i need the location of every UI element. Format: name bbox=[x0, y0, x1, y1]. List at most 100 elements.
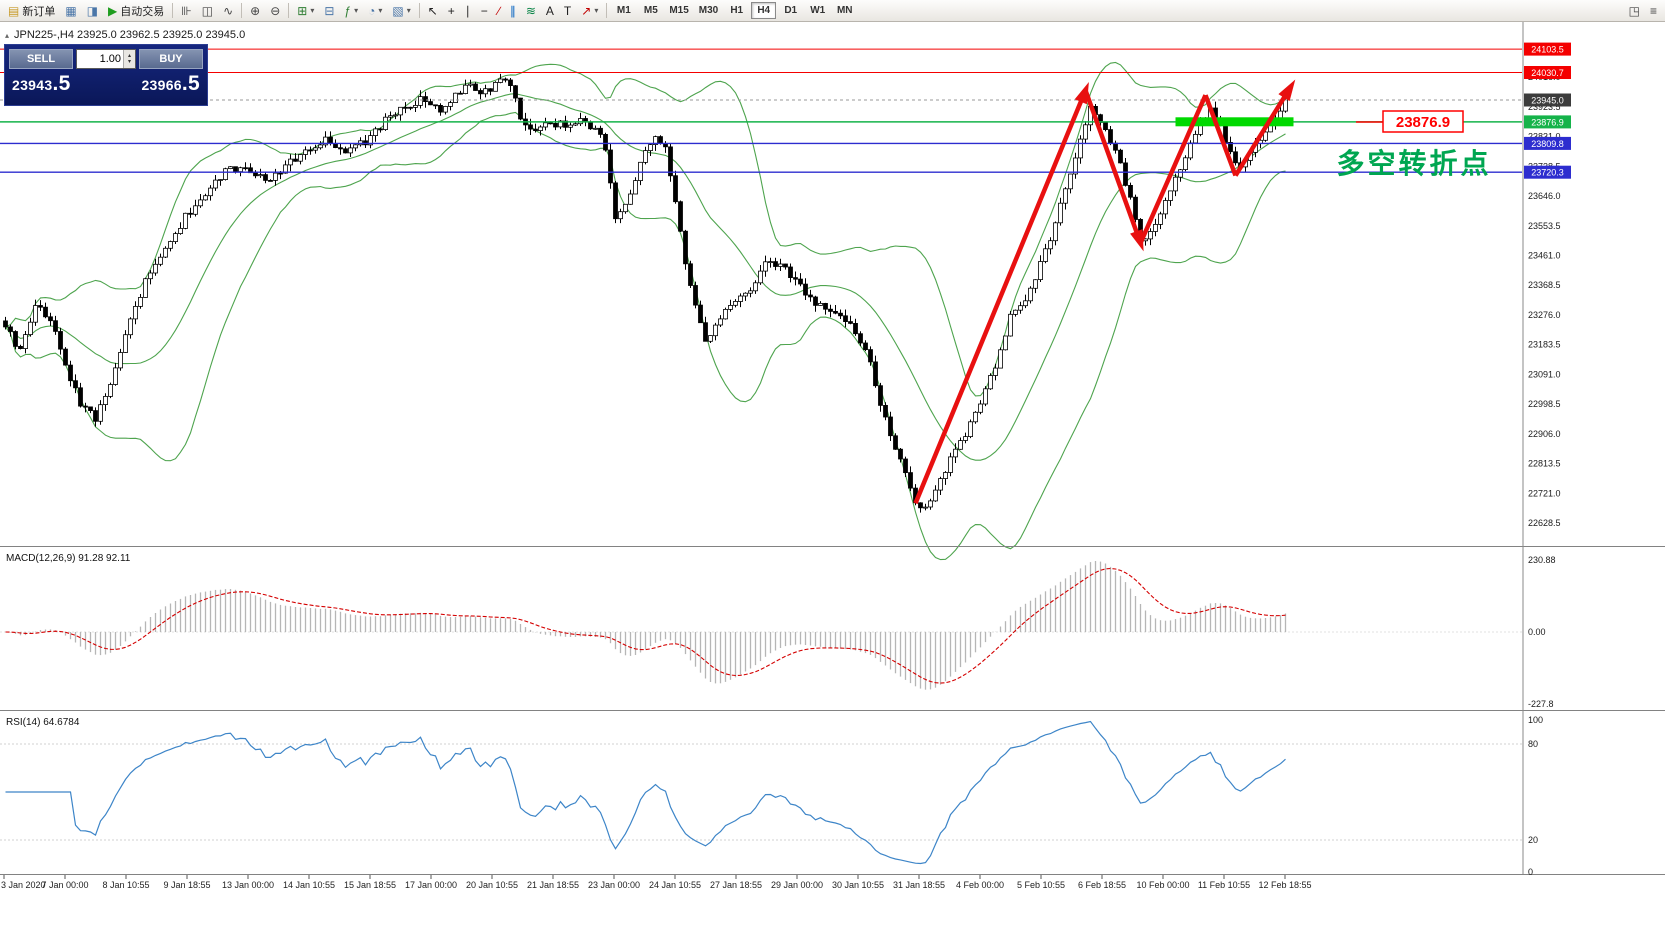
time-tick-label: 30 Jan 10:55 bbox=[832, 880, 884, 890]
bar-chart-type-button[interactable]: ⊪ bbox=[176, 1, 196, 20]
buy-button[interactable]: BUY bbox=[139, 49, 203, 69]
sell-button[interactable]: SELL bbox=[9, 49, 73, 69]
zoom-in-button[interactable]: ⊕ bbox=[245, 1, 265, 20]
zoom-in-icon: ⊕ bbox=[250, 3, 261, 18]
time-tick-label: 10 Feb 00:00 bbox=[1136, 880, 1189, 890]
rsi-scale-label: 20 bbox=[1528, 835, 1538, 845]
arrowhead-icon bbox=[1278, 79, 1296, 102]
trend-arrow-segment[interactable] bbox=[1203, 94, 1238, 177]
menu-button[interactable]: ≡ bbox=[1645, 1, 1662, 20]
timeframe-h1-button[interactable]: H1 bbox=[724, 2, 749, 19]
autotrade-button[interactable]: ▶ 自动交易 bbox=[103, 1, 169, 20]
periods-button[interactable]: ◔ ▾ bbox=[363, 1, 387, 20]
collapse-one-click-icon[interactable]: ▴ bbox=[5, 30, 10, 40]
timeframe-m5-button[interactable]: M5 bbox=[638, 2, 663, 19]
horizontal-line-icon: − bbox=[480, 3, 488, 18]
spin-down-icon[interactable]: ▾ bbox=[127, 59, 131, 65]
chevron-down-icon: ▾ bbox=[594, 6, 599, 15]
fullscreen-icon: ◳ bbox=[1628, 3, 1640, 18]
fullscreen-button[interactable]: ◳ bbox=[1624, 1, 1645, 20]
time-tick-label: 27 Jan 18:55 bbox=[710, 880, 762, 890]
timeframe-m15-button[interactable]: M15 bbox=[665, 2, 692, 19]
price-tick-label: 23183.5 bbox=[1528, 340, 1561, 350]
trend-arrow-segment[interactable] bbox=[1083, 89, 1143, 244]
fibonacci-icon: ≋ bbox=[525, 3, 536, 18]
play-icon: ▶ bbox=[108, 3, 118, 18]
horizontal-level-lines[interactable] bbox=[0, 48, 1522, 173]
timeframe-m1-button[interactable]: M1 bbox=[611, 2, 636, 19]
timeframe-mn-button[interactable]: MN bbox=[832, 2, 857, 19]
indicators-button[interactable]: ƒ ▾ bbox=[339, 1, 363, 20]
price-callout-box[interactable] bbox=[1382, 110, 1464, 133]
toolbar: ▤ 新订单 ▦ ◨ ▶ 自动交易 ⊪ ◫ ∿ ⊕ ⊖ ⊞ ▾ ⊟ ƒ ▾ ◔ ▾ ▧ ▾ ↖ + ∣ − ∕ ∥ ≋ A T ↗ ▾ M1 M5… bbox=[0, 0, 1665, 22]
svg-text:24030.7: 24030.7 bbox=[1531, 68, 1564, 78]
chevron-down-icon: ▾ bbox=[354, 6, 359, 15]
trendline-button[interactable]: ∕ bbox=[493, 1, 505, 20]
line-chart-type-button[interactable]: ∿ bbox=[218, 1, 238, 20]
bollinger-upper-band bbox=[5, 61, 1286, 397]
macd-signal-line bbox=[5, 567, 1286, 684]
templates-button[interactable]: ▧ ▾ bbox=[387, 1, 415, 20]
time-tick-label: 11 Feb 10:55 bbox=[1198, 880, 1250, 890]
toolbar-separator bbox=[172, 3, 174, 18]
arrowhead-icon bbox=[1074, 82, 1089, 105]
trendline-icon: ∕ bbox=[497, 3, 500, 18]
new-order-icon: ▤ bbox=[8, 3, 20, 18]
new-order-button-label: 新订单 bbox=[22, 5, 56, 18]
toolbar-separator bbox=[288, 3, 290, 18]
arrow-object-icon: ↗ bbox=[581, 3, 592, 18]
trend-arrow-segment[interactable] bbox=[1138, 94, 1208, 244]
macd-label: MACD(12,26,9) 91.28 92.11 bbox=[6, 553, 131, 564]
price-callout-text: 23876.9 bbox=[1396, 114, 1450, 131]
timeframe-m30-button[interactable]: M30 bbox=[695, 2, 722, 19]
candlestick-type-button[interactable]: ◫ bbox=[197, 1, 218, 20]
label-button[interactable]: T bbox=[559, 1, 576, 20]
volume-spin-buttons[interactable]: ▴ ▾ bbox=[123, 50, 135, 68]
trend-arrow-segment[interactable] bbox=[1233, 85, 1293, 177]
trend-arrows[interactable] bbox=[913, 79, 1296, 505]
tile-windows-icon: ⊟ bbox=[324, 3, 335, 18]
channel-icon: ∥ bbox=[509, 3, 516, 18]
cursor-button[interactable]: ↖ bbox=[423, 1, 443, 20]
macd-scale-label: 230.88 bbox=[1528, 555, 1556, 565]
horizontal-line-button[interactable]: − bbox=[476, 1, 493, 20]
clock-icon: ◔ bbox=[368, 3, 376, 18]
macd-scale-label: -227.8 bbox=[1528, 699, 1554, 709]
arrows-button[interactable]: ↗ ▾ bbox=[576, 1, 603, 20]
channel-button[interactable]: ∥ bbox=[505, 1, 521, 20]
toolbar-separator bbox=[241, 3, 243, 18]
current-price-label bbox=[1524, 93, 1571, 107]
zoom-out-button[interactable]: ⊖ bbox=[265, 1, 285, 20]
bollinger-lower-band bbox=[5, 111, 1286, 561]
indicator-icon: ƒ bbox=[344, 3, 352, 18]
svg-text:24103.5: 24103.5 bbox=[1531, 45, 1564, 55]
bars-icon: ⊪ bbox=[181, 3, 192, 18]
crosshair-button[interactable]: + bbox=[443, 1, 460, 20]
buy-price: 23966.5 bbox=[141, 72, 200, 95]
timeframe-d1-button[interactable]: D1 bbox=[778, 2, 803, 19]
tile-windows-button[interactable]: ⊟ bbox=[319, 1, 339, 20]
rsi-scale-label: 80 bbox=[1528, 739, 1538, 749]
trend-arrow-segment[interactable] bbox=[913, 89, 1088, 505]
price-tick-label: 23923.5 bbox=[1528, 102, 1561, 112]
highlight-zone[interactable] bbox=[1175, 117, 1294, 127]
time-tick-label: 15 Jan 18:55 bbox=[344, 880, 396, 890]
volume-stepper[interactable]: 1.00 ▴ ▾ bbox=[76, 49, 136, 69]
vertical-line-button[interactable]: ∣ bbox=[460, 1, 476, 20]
charts-window-button[interactable]: ▦ bbox=[60, 1, 81, 20]
timeframe-h4-button[interactable]: H4 bbox=[751, 2, 777, 19]
new-order-button[interactable]: ▤ 新订单 bbox=[3, 1, 60, 20]
text-button[interactable]: A bbox=[541, 1, 559, 20]
fibonacci-button[interactable]: ≋ bbox=[521, 1, 541, 20]
arrowhead-icon bbox=[1130, 229, 1144, 252]
note-text[interactable]: 多空转折点 bbox=[1336, 147, 1491, 179]
vertical-line-icon: ∣ bbox=[464, 3, 471, 18]
timeframe-w1-button[interactable]: W1 bbox=[805, 2, 830, 19]
time-tick-label: 17 Jan 00:00 bbox=[405, 880, 457, 890]
spin-up-icon[interactable]: ▴ bbox=[127, 53, 131, 59]
navigator-button[interactable]: ◨ bbox=[82, 1, 103, 20]
chart-window-icon: ▦ bbox=[65, 3, 77, 18]
new-chart-button[interactable]: ⊞ ▾ bbox=[292, 1, 319, 20]
